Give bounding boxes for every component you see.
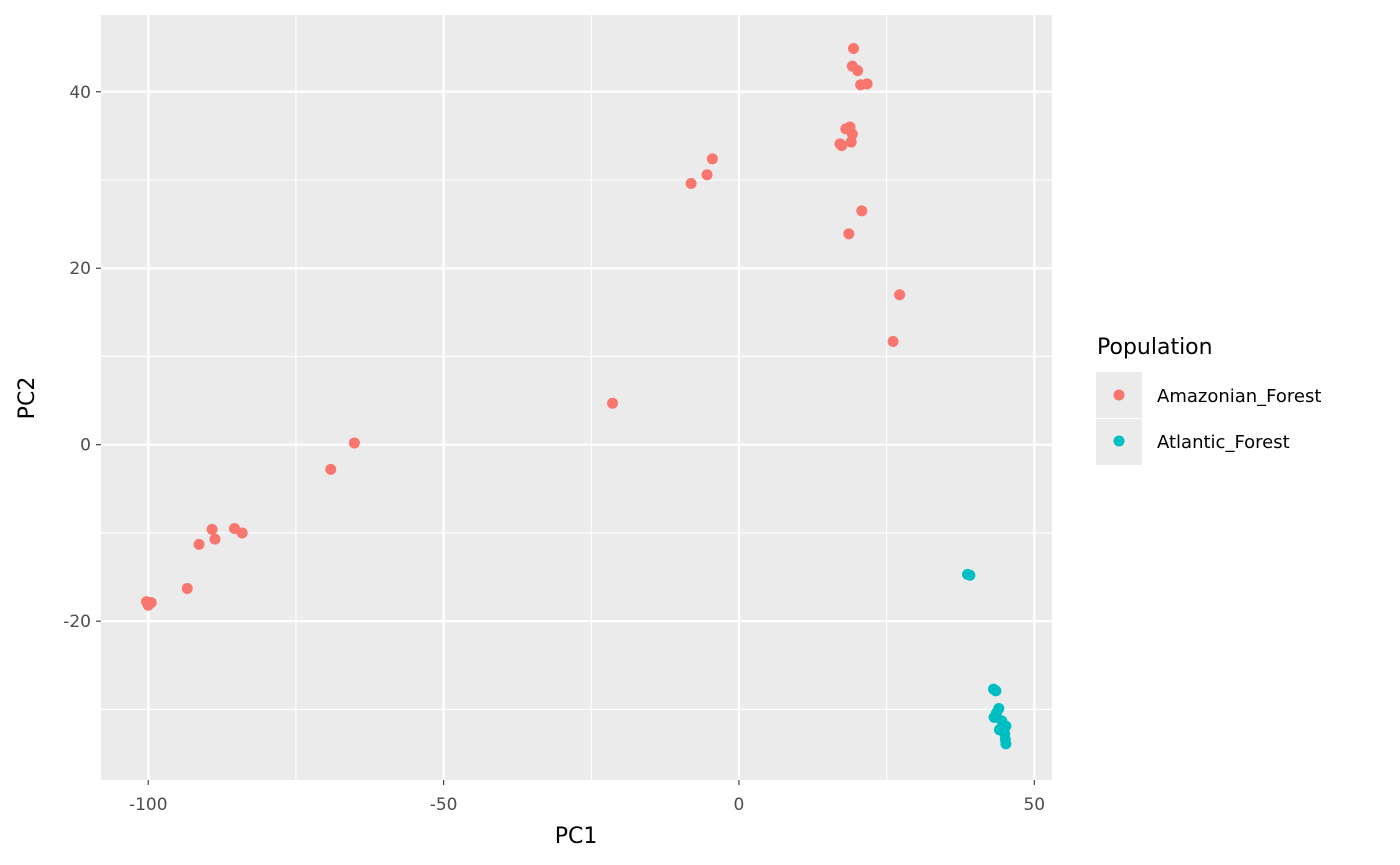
legend-key-atlantic-forest — [1113, 435, 1125, 447]
point-atlantic-forest — [964, 569, 976, 581]
point-amazonian-forest — [701, 169, 713, 181]
point-amazonian-forest — [843, 228, 855, 240]
legend-label-amazonian-forest: Amazonian_Forest — [1157, 386, 1321, 407]
x-tick-label: 0 — [734, 795, 745, 815]
x-axis-ticks: -100 -50 0 50 — [129, 780, 1045, 815]
point-amazonian-forest — [845, 136, 857, 148]
point-amazonian-forest — [209, 533, 221, 545]
legend-key-amazonian-forest — [1113, 389, 1125, 401]
legend-title: Population — [1097, 335, 1213, 360]
y-tick-label: 20 — [69, 259, 91, 279]
point-atlantic-forest — [990, 685, 1002, 697]
point-amazonian-forest — [181, 583, 193, 595]
plot-panel — [101, 15, 1052, 780]
point-amazonian-forest — [894, 289, 906, 301]
point-amazonian-forest — [193, 538, 205, 550]
x-axis-title: PC1 — [555, 824, 598, 849]
y-axis-title: PC2 — [15, 377, 40, 420]
data-points — [140, 43, 1012, 750]
y-tick-label: -20 — [63, 612, 91, 632]
point-amazonian-forest — [852, 65, 864, 77]
minor-gridlines — [101, 15, 1052, 780]
major-gridlines — [101, 15, 1052, 780]
point-amazonian-forest — [607, 397, 619, 409]
y-tick-label: 0 — [80, 436, 91, 456]
x-tick-label: -50 — [430, 795, 458, 815]
point-amazonian-forest — [685, 178, 697, 190]
point-amazonian-forest — [887, 335, 899, 347]
x-tick-label: -100 — [129, 795, 168, 815]
point-amazonian-forest — [706, 153, 718, 165]
point-amazonian-forest — [236, 527, 248, 539]
point-amazonian-forest — [145, 597, 157, 609]
y-tick-label: 40 — [69, 83, 91, 103]
point-atlantic-forest — [1000, 738, 1012, 750]
point-amazonian-forest — [848, 43, 860, 55]
point-amazonian-forest — [861, 78, 873, 90]
point-amazonian-forest — [206, 523, 218, 535]
legend: Population Amazonian_Forest Atlantic_For… — [1096, 335, 1321, 465]
x-tick-label: 50 — [1023, 795, 1045, 815]
legend-label-atlantic-forest: Atlantic_Forest — [1157, 432, 1290, 453]
point-amazonian-forest — [856, 205, 868, 217]
point-amazonian-forest — [836, 140, 848, 152]
point-amazonian-forest — [325, 463, 337, 475]
point-amazonian-forest — [348, 437, 360, 449]
y-axis-ticks: -20 0 20 40 — [63, 83, 101, 632]
